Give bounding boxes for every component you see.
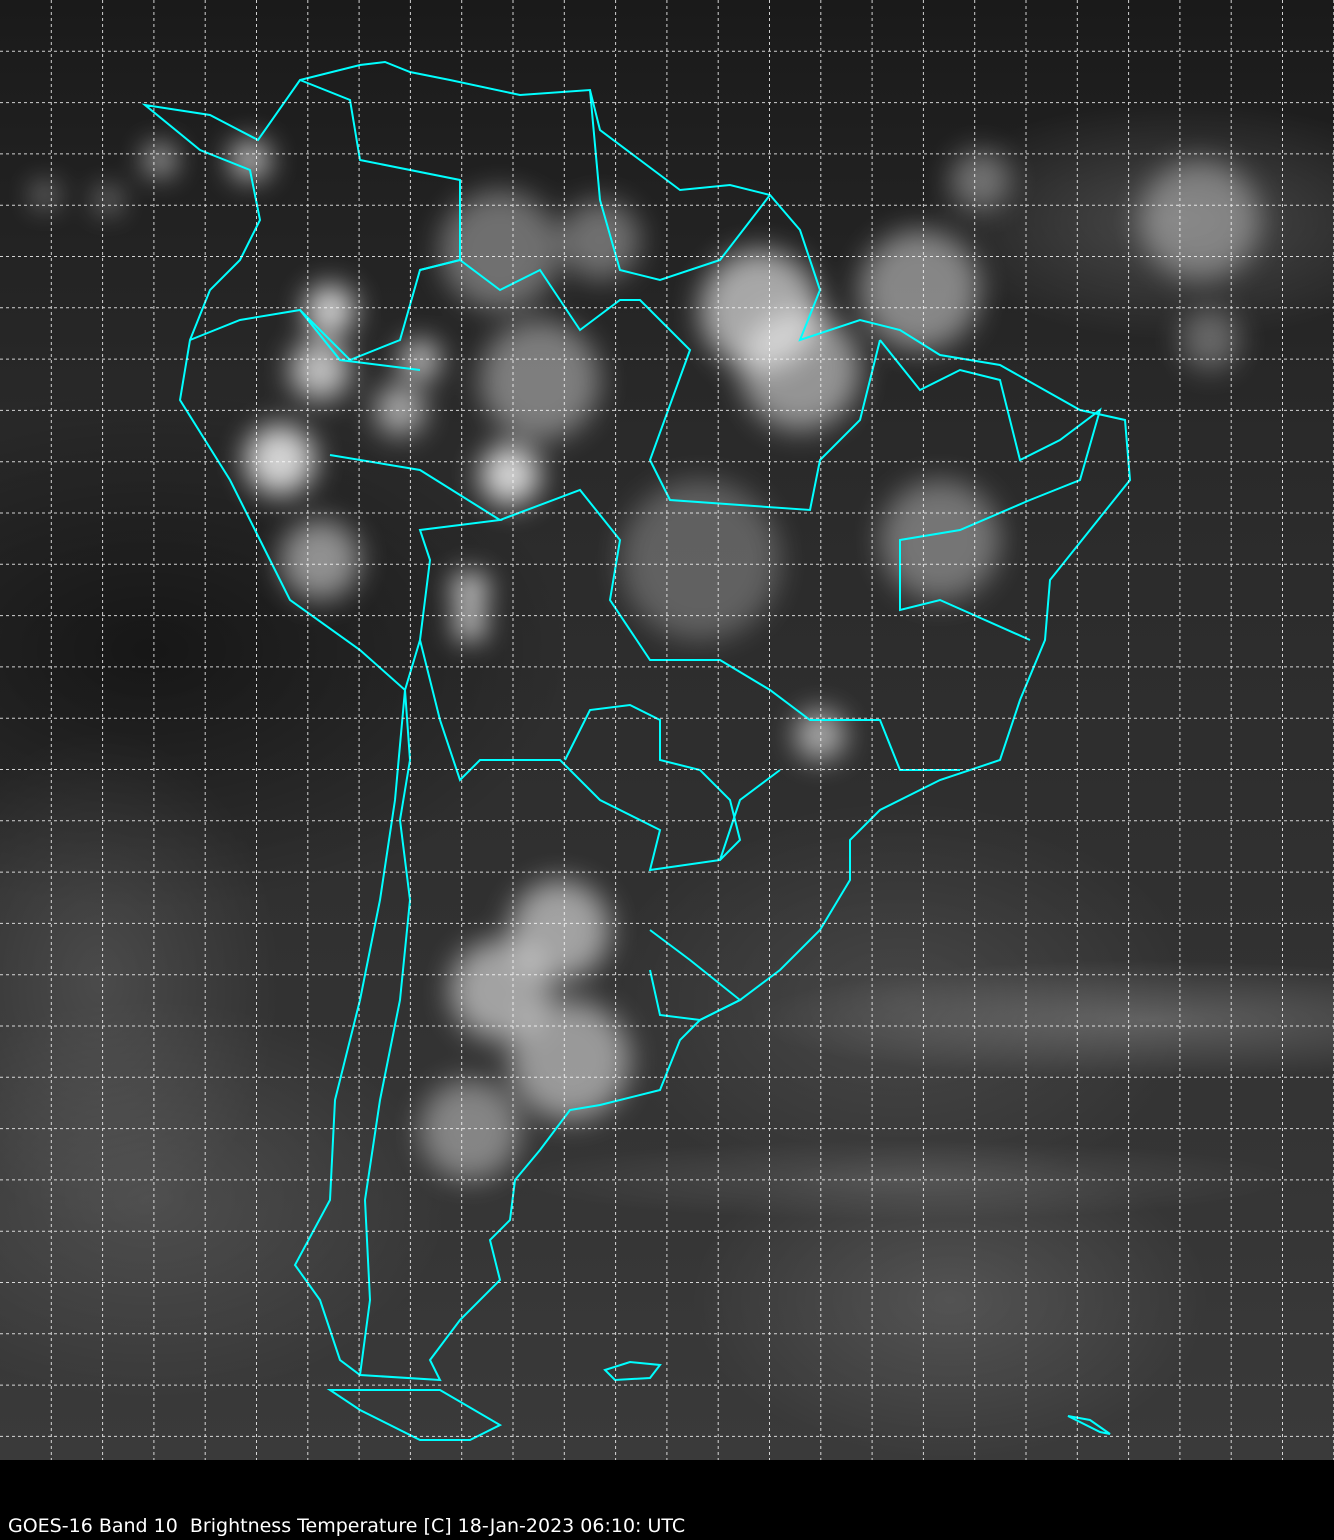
satellite-image [0,0,1334,1460]
border-paraguay [564,703,742,861]
cloud [420,1080,520,1180]
cloud [440,190,560,310]
cloud [305,285,355,335]
lat-lon-grid [0,0,1334,1460]
cloud [98,190,118,210]
cloud [880,480,1000,600]
border-ecuador-peru [189,308,421,371]
cloud [1180,310,1240,370]
south-georgia-coastline [1067,1415,1111,1435]
border-colombia-venezuela [299,79,461,362]
cloud-field [35,140,1260,1180]
border-chile-argentina [359,689,412,1376]
image-caption: GOES-16 Band 10 Brightness Temperature [… [8,1515,686,1537]
map-overlay [0,0,1334,1460]
cloud [452,572,488,608]
south-america-coastline [141,60,1132,1382]
cloud [950,150,1010,210]
cloud [400,340,440,380]
cloud [620,480,780,640]
cloud [145,145,175,175]
border-guianas [589,89,771,282]
border-brazil-south [499,488,960,771]
cloud [230,140,270,180]
border-ne-brazil [879,339,1102,641]
cloud [245,425,315,495]
tierra-del-fuego-coastline [326,1389,503,1441]
cloud [455,610,485,640]
cloud [480,445,540,505]
cloud [450,940,550,1040]
boundaries [141,60,1132,1441]
border-brazil-west [419,258,881,512]
cloud [560,200,640,280]
cloud [375,385,425,435]
cloud [290,340,350,400]
cloud [35,185,55,205]
caption-bar [0,1460,1334,1540]
border-uruguay [649,929,742,1022]
cloud [740,310,860,430]
cloud [510,1000,630,1120]
border-argentina-bolivia [419,639,781,872]
cloud [795,710,845,760]
cloud [480,320,600,440]
cloud [860,230,980,350]
cloud [280,520,360,600]
cloud [1140,160,1260,280]
falkland-islands-coastline [603,1360,662,1382]
